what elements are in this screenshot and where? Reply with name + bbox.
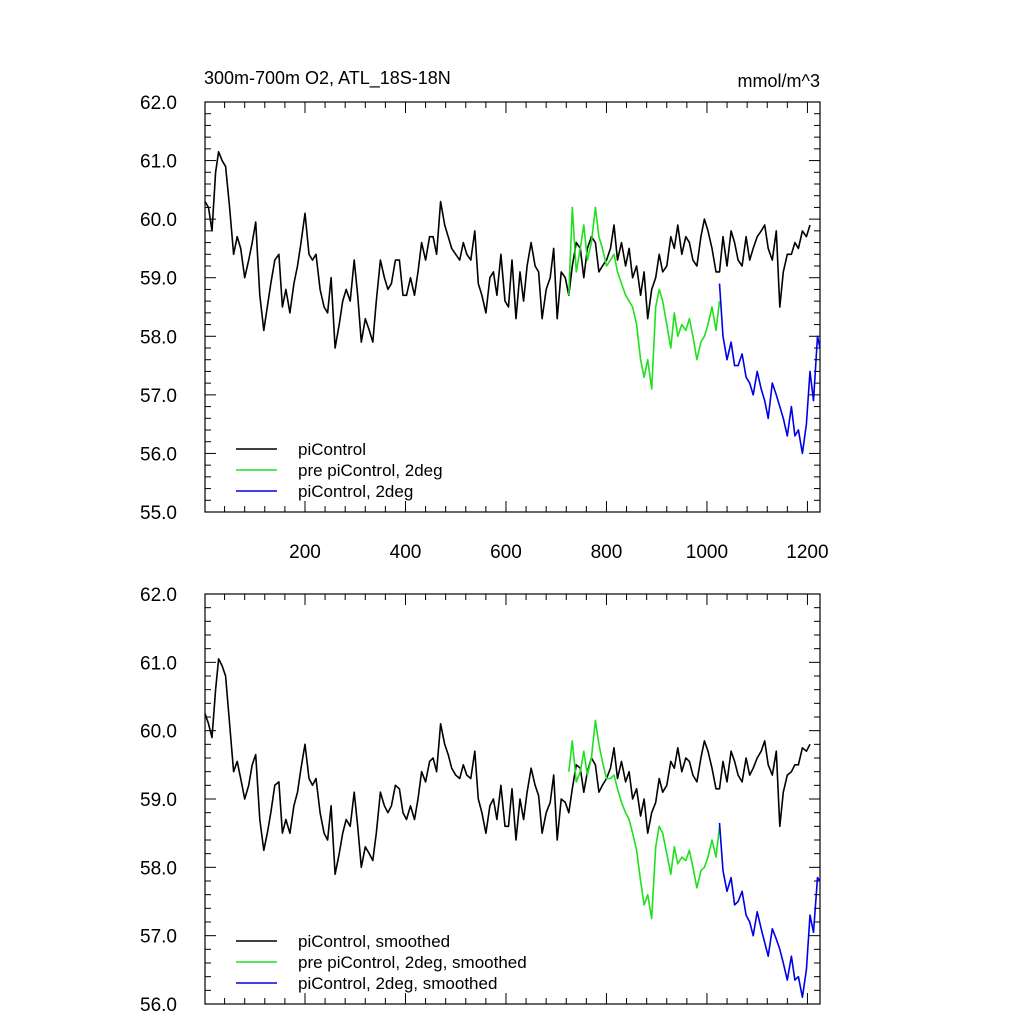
series-line-top-picontrol [204,151,811,349]
y-tick-label: 57.0 [140,927,177,948]
legend-top: piControl pre piControl, 2deg piControl,… [236,440,443,501]
series-line-top-pre-picontrol-2deg [568,206,721,390]
units-label: mmol/m^3 [738,71,820,91]
legend-bottom: piControl, smoothed pre piControl, 2deg,… [236,932,527,993]
y-tick-label: 56.0 [140,995,177,1016]
chart-title: 300m-700m O2, ATL_18S-18N [204,68,451,89]
series-group-top [204,151,821,455]
series-line-bottom-picontrol-2deg-smoothed [718,822,821,999]
x-tick-label: 400 [390,542,422,563]
x-tick-label: 1000 [686,542,728,563]
y-tick-label: 61.0 [140,653,177,674]
y-tick-label: 59.0 [140,269,177,290]
y-tick-label: 58.0 [140,858,177,879]
panel-top: 300m-700m O2, ATL_18S-18N mmol/m^3 55.05… [140,68,829,563]
series-group-bottom [204,658,821,999]
legend-label-picontrol-2deg-smoothed: piControl, 2deg, smoothed [298,974,497,993]
y-tick-label: 56.0 [140,444,177,465]
x-tick-label: 800 [591,542,623,563]
legend-label-picontrol: piControl [298,440,366,459]
panel-bottom: 56.0 57.0 58.0 59.0 60.0 61.0 62.0 piControl, … [140,585,821,1016]
axis-ticks-top: 55.0 56.0 57.0 58.0 59.0 60.0 61.0 62.0 200 400 60… [140,93,829,563]
y-tick-label: 57.0 [140,386,177,407]
series-line-bottom-picontrol-smoothed [204,658,811,876]
y-tick-label: 62.0 [140,93,177,114]
legend-label-pre-picontrol-2deg: pre piControl, 2deg [298,461,443,480]
y-tick-label: 55.0 [140,503,177,524]
legend-label-picontrol-2deg: piControl, 2deg [298,482,413,501]
y-tick-label: 60.0 [140,722,177,743]
plot-frame-top [204,101,821,513]
axis-ticks-bottom: 56.0 57.0 58.0 59.0 60.0 61.0 62.0 [140,585,820,1016]
y-tick-label: 58.0 [140,327,177,348]
x-tick-label: 600 [490,542,522,563]
x-tick-label: 200 [289,542,321,563]
legend-label-picontrol-smoothed: piControl, smoothed [298,932,450,951]
series-line-bottom-pre-picontrol-2deg-smoothed [568,719,721,920]
y-tick-label: 62.0 [140,585,177,606]
series-line-top-picontrol-2deg [718,283,821,455]
y-tick-label: 61.0 [140,152,177,173]
y-tick-label: 59.0 [140,790,177,811]
legend-label-pre-picontrol-2deg-smoothed: pre piControl, 2deg, smoothed [298,953,527,972]
x-tick-label: 1200 [786,542,828,563]
y-tick-label: 60.0 [140,210,177,231]
